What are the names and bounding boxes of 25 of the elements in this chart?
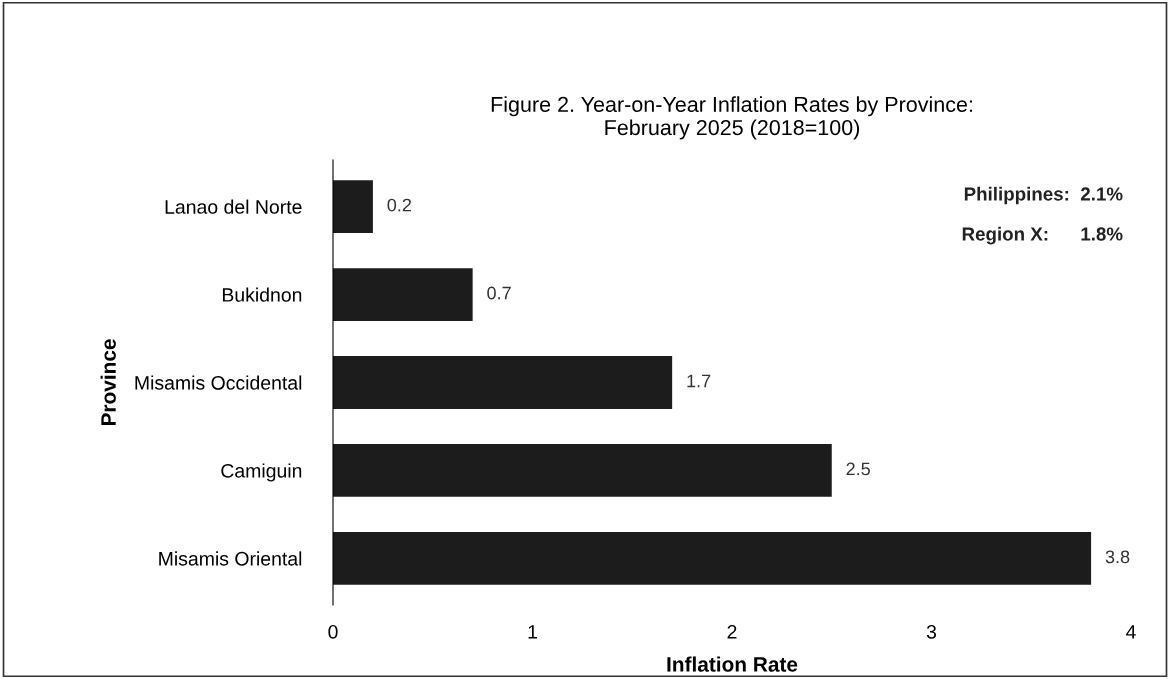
data-label: 0.7 <box>487 286 511 300</box>
y-tick-label: Lanao del Norte <box>165 199 302 214</box>
x-tick-label: 0 <box>328 624 338 639</box>
x-tick-label: 2 <box>727 624 737 639</box>
bar <box>333 444 832 497</box>
y-axis-title: Province <box>100 339 116 426</box>
annotation: Philippines: 2.1% <box>964 186 1123 205</box>
x-axis-title: Inflation Rate <box>667 656 798 672</box>
y-tick-label: Camiguin <box>221 463 302 482</box>
x-tick-label: 1 <box>528 625 537 639</box>
chart-title: Figure 2. Year-on-Year Inflation Rates by Province: February 2025 (2018=100) <box>491 96 972 140</box>
y-tick-label: Misamis Oriental <box>159 551 302 566</box>
y-tick-label: Bukidnon <box>222 287 302 302</box>
data-label: 0.2 <box>387 198 411 212</box>
bar <box>333 356 673 409</box>
y-tick-label: Misamis Occidental <box>135 375 302 390</box>
bar <box>333 268 473 321</box>
data-label: 3.8 <box>1105 550 1130 564</box>
annotation: Region X: 1.8% <box>962 226 1123 245</box>
x-tick-label: 3 <box>926 624 937 639</box>
bar <box>333 532 1092 585</box>
x-tick-label: 4 <box>1126 625 1136 639</box>
bar <box>333 180 373 233</box>
data-label: 1.7 <box>687 374 711 388</box>
data-label: 2.5 <box>846 462 870 476</box>
